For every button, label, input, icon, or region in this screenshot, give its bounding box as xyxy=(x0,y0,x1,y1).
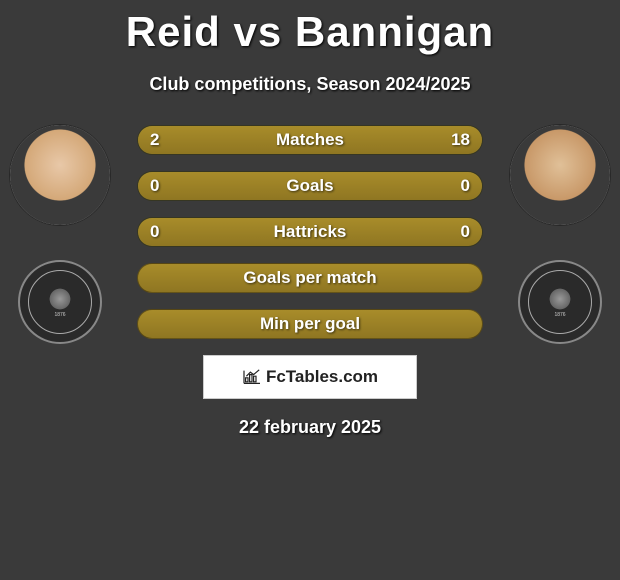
subtitle: Club competitions, Season 2024/2025 xyxy=(0,74,620,95)
brand-box: FcTables.com xyxy=(203,355,417,399)
club-year: 1876 xyxy=(54,313,65,318)
stat-label: Min per goal xyxy=(138,310,482,338)
club-badge: 1876 xyxy=(28,270,92,334)
stat-label: Goals xyxy=(138,172,482,200)
chart-icon xyxy=(242,369,262,385)
stat-label: Goals per match xyxy=(138,264,482,292)
stat-bar: Min per goal xyxy=(137,309,483,339)
player-photo-left xyxy=(10,125,110,225)
page-title: Reid vs Bannigan xyxy=(0,0,620,56)
compare-area: 1876 1876 218Matches 00Goals 00Hattricks Go… xyxy=(0,125,620,438)
avatar xyxy=(10,125,110,225)
thistle-icon xyxy=(548,287,572,311)
club-year: 1876 xyxy=(554,313,565,318)
brand-text: FcTables.com xyxy=(266,367,378,387)
stat-bar: 00Hattricks xyxy=(137,217,483,247)
club-badge: 1876 xyxy=(528,270,592,334)
club-logo-right: 1876 xyxy=(518,260,602,344)
stat-bar: Goals per match xyxy=(137,263,483,293)
stat-bars: 218Matches 00Goals 00Hattricks Goals per ma… xyxy=(137,125,483,339)
stat-label: Hattricks xyxy=(138,218,482,246)
date-text: 22 february 2025 xyxy=(0,417,620,438)
stat-bar: 00Goals xyxy=(137,171,483,201)
avatar xyxy=(510,125,610,225)
stat-label: Matches xyxy=(138,126,482,154)
player-photo-right xyxy=(510,125,610,225)
thistle-icon xyxy=(48,287,72,311)
club-logo-left: 1876 xyxy=(18,260,102,344)
stat-bar: 218Matches xyxy=(137,125,483,155)
